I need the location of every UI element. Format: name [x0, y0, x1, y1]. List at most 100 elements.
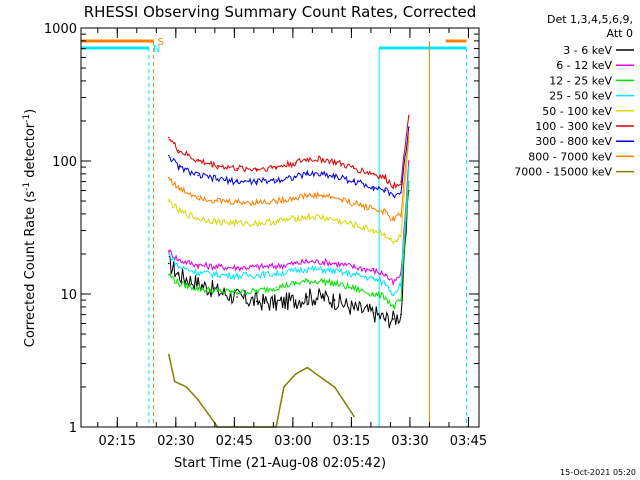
- data-point: [384, 189, 387, 192]
- data-point: [353, 202, 355, 205]
- data-point: [372, 229, 375, 232]
- data-point: [197, 160, 199, 162]
- data-point: [236, 296, 238, 298]
- data-point: [255, 180, 258, 183]
- y-axis-label-part: ): [23, 109, 38, 114]
- data-point: [294, 282, 297, 285]
- data-point: [353, 273, 355, 276]
- data-point: [294, 196, 297, 199]
- data-point: [353, 266, 355, 268]
- data-point: [177, 282, 180, 285]
- data-point: [353, 287, 355, 290]
- data-point: [306, 260, 309, 263]
- data-point: [197, 282, 199, 285]
- data-point: [306, 280, 309, 282]
- plot-frame: [80, 27, 480, 428]
- data-point: [392, 219, 395, 221]
- data-point: [372, 186, 375, 188]
- data-point: [384, 211, 387, 214]
- data-point: [408, 160, 410, 162]
- data-point: [173, 380, 176, 383]
- data-point: [408, 126, 410, 128]
- data-point: [384, 282, 387, 285]
- data-point: [168, 250, 170, 252]
- series-line-800-7000kev: [168, 133, 410, 222]
- data-point: [372, 293, 375, 295]
- data-point: [236, 266, 238, 269]
- legend-entry-label: 3 - 6 keV: [563, 44, 612, 57]
- data-point: [275, 179, 277, 181]
- legend-entry-label: 300 - 800 keV: [535, 135, 612, 148]
- legend-entry-label: 50 - 100 keV: [542, 105, 612, 118]
- data-point: [168, 200, 170, 202]
- data-point: [306, 216, 309, 218]
- legend-entry-label: 12 - 25 keV: [549, 74, 612, 87]
- x-tick-label: 03:00: [274, 434, 311, 449]
- data-point: [283, 386, 285, 388]
- data-point: [294, 373, 297, 375]
- data-point: [372, 207, 375, 210]
- data-point: [392, 282, 395, 285]
- data-point: [322, 378, 324, 380]
- data-point: [294, 176, 297, 178]
- data-point: [255, 290, 258, 293]
- data-point: [322, 260, 324, 263]
- data-point: [236, 275, 238, 277]
- data-point: [197, 399, 199, 401]
- data-point: [177, 259, 180, 261]
- data-point: [168, 176, 170, 179]
- data-point: [384, 273, 387, 276]
- data-point: [216, 290, 219, 293]
- data-point: [306, 296, 309, 298]
- data-point: [408, 166, 410, 168]
- data-point: [353, 224, 355, 226]
- data-point: [168, 154, 170, 157]
- legend: Det 1,3,4,5,6,9,Att 0 3 - 6 keV 6 - 12 keV…: [514, 13, 634, 179]
- x-tick-label: 02:15: [99, 434, 136, 449]
- data-point: [353, 180, 355, 183]
- data-point: [333, 262, 336, 265]
- data-point: [236, 291, 238, 294]
- data-point: [400, 213, 402, 215]
- data-point: [168, 136, 170, 139]
- data-point: [333, 175, 336, 177]
- data-point: [322, 269, 324, 271]
- data-point: [275, 220, 277, 223]
- y-axis-label: Corrected Count Rate (s-1 detector-1): [22, 109, 38, 347]
- data-point: [392, 185, 395, 187]
- data-point: [372, 312, 375, 314]
- data-point: [275, 286, 277, 289]
- series-line-12-25kev: [168, 181, 410, 311]
- data-point: [255, 300, 258, 303]
- series-line-6-12kev: [168, 160, 410, 287]
- y-axis-label-superscript: -1: [22, 114, 32, 123]
- data-point: [197, 264, 199, 266]
- data-point: [197, 195, 199, 198]
- data-point: [255, 222, 258, 225]
- data-point: [353, 415, 355, 418]
- data-point: [392, 318, 395, 320]
- data-point: [216, 200, 219, 202]
- data-point: [400, 235, 402, 238]
- data-point: [197, 174, 199, 177]
- flag-n-label: N: [153, 44, 160, 55]
- data-point: [236, 180, 238, 183]
- x-tick-label: 02:45: [216, 434, 253, 449]
- data-point: [216, 220, 219, 223]
- data-point: [255, 201, 258, 203]
- data-point: [333, 282, 336, 285]
- data-point: [384, 318, 387, 320]
- data-point: [294, 217, 297, 220]
- data-point: [392, 194, 395, 197]
- data-point: [275, 272, 277, 275]
- series-line-3-6kev: [168, 190, 410, 329]
- legend-entry-label: 25 - 50 keV: [549, 90, 612, 103]
- data-point: [333, 270, 336, 273]
- data-point: [306, 268, 309, 270]
- data-point: [216, 273, 219, 276]
- data-point: [322, 216, 324, 219]
- data-point: [400, 191, 402, 194]
- data-point: [392, 306, 395, 308]
